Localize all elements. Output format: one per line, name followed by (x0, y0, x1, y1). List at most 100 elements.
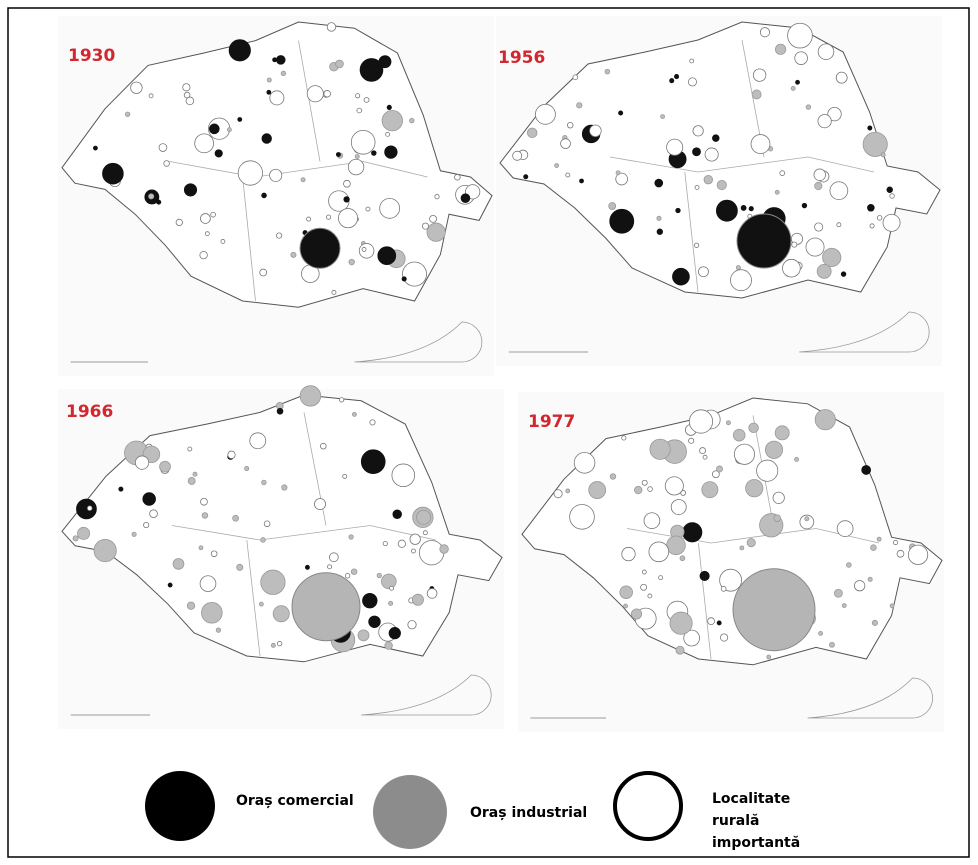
settlement (331, 289, 337, 295)
settlement (688, 409, 714, 434)
settlement (194, 133, 214, 154)
settlement (360, 449, 386, 474)
settlement (379, 197, 401, 219)
settlement (799, 514, 815, 530)
settlement (210, 550, 218, 558)
settlement (300, 177, 306, 183)
settlement (76, 498, 97, 520)
settlement (214, 149, 223, 158)
settlement (679, 555, 686, 562)
settlement (756, 459, 779, 482)
settlement (326, 22, 337, 32)
settlement (371, 150, 377, 156)
settlement (641, 569, 647, 575)
settlement (745, 479, 764, 498)
settlement (565, 488, 571, 494)
settlement (236, 563, 244, 571)
settlement (621, 435, 627, 441)
settlement (870, 544, 877, 551)
settlement (299, 385, 322, 407)
settlement (148, 93, 154, 99)
settlement (794, 457, 799, 462)
settlement (172, 558, 185, 570)
settlement (572, 74, 579, 81)
settlement (351, 411, 357, 417)
settlement (790, 86, 796, 91)
settlement (376, 572, 382, 579)
settlement (199, 250, 208, 260)
settlement (185, 96, 195, 106)
settlement (752, 68, 767, 82)
settlement (392, 509, 402, 520)
settlement (411, 593, 424, 606)
panel-year: 1930 (68, 46, 116, 66)
settlement (159, 460, 171, 473)
settlement (618, 110, 624, 116)
settlement (782, 258, 801, 278)
settlement (814, 222, 824, 232)
settlement (149, 509, 158, 519)
settlement (670, 499, 687, 515)
settlement (401, 276, 407, 282)
settlement (739, 545, 745, 551)
settlement (357, 629, 370, 642)
settlement (77, 526, 91, 540)
settlement (280, 70, 287, 76)
settlement (429, 214, 438, 223)
scale-graph (354, 321, 483, 363)
settlement (454, 174, 461, 181)
settlement (335, 152, 341, 158)
settlement (275, 55, 286, 65)
settlement (384, 641, 393, 650)
settlement (876, 215, 883, 221)
settlement (134, 455, 150, 470)
capital (732, 568, 816, 652)
settlement (422, 530, 428, 536)
settlement (773, 514, 782, 522)
settlement (348, 258, 355, 266)
settlement (199, 575, 217, 592)
settlement (228, 39, 251, 62)
settlement (348, 534, 354, 540)
settlement (735, 265, 741, 271)
settlement (220, 239, 226, 244)
legend-label: Localitate rurală importantă (712, 791, 801, 851)
settlement (707, 617, 715, 626)
settlement (263, 520, 271, 528)
settlement (130, 81, 143, 94)
legend-commercial-symbol (145, 771, 215, 841)
settlement (175, 218, 183, 227)
settlement (759, 27, 771, 38)
settlement (702, 454, 708, 460)
settlement (576, 102, 583, 109)
settlement (343, 179, 351, 188)
settlement (836, 520, 854, 537)
settlement (794, 51, 808, 65)
settlement (143, 521, 150, 529)
settlement (764, 440, 784, 459)
settlement (368, 615, 381, 628)
settlement (72, 535, 79, 542)
settlement (621, 546, 636, 562)
settlement (323, 90, 331, 98)
settlement (314, 498, 326, 511)
settlement (227, 450, 236, 459)
settlement (643, 512, 661, 529)
settlement (588, 481, 607, 499)
settlement (358, 243, 375, 259)
settlement (701, 481, 719, 499)
settlement (876, 536, 882, 542)
settlement (361, 247, 367, 252)
settlement (86, 505, 93, 511)
settlement (703, 174, 713, 185)
settlement (669, 78, 675, 84)
settlement (689, 58, 695, 64)
settlement (381, 110, 403, 132)
settlement (460, 193, 471, 203)
settlement (882, 213, 901, 232)
settlement (654, 178, 664, 188)
scale-graph (799, 311, 930, 353)
settlement (118, 486, 124, 492)
settlement (148, 193, 155, 200)
